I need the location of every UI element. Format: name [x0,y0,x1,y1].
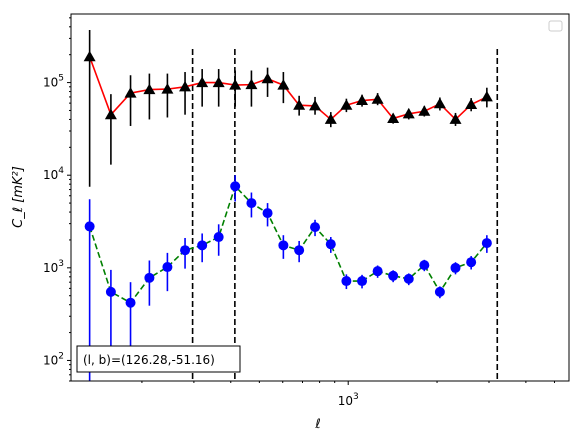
y-tick-label: 104 [43,166,64,182]
data-point-circle [341,276,352,287]
data-point-triangle [277,79,290,90]
annotation-text: (l, b)=(126.28,-51.16) [83,353,215,367]
data-point-circle [294,245,305,256]
data-point-circle [197,240,208,251]
data-point-triangle [212,76,225,88]
data-point-triangle [261,72,274,84]
y-tick-label: 105 [43,74,64,90]
data-point-triangle [356,94,369,106]
data-point-circle [388,270,399,281]
data-point-triangle [104,108,117,120]
data-point-triangle [433,97,446,109]
legend-box [548,20,563,32]
data-point-triangle [179,80,192,92]
data-point-circle [434,286,445,297]
annotation-box: (l, b)=(126.28,-51.16) [76,345,241,373]
data-point-circle [325,239,336,250]
data-point-triangle [371,93,384,104]
data-point-circle [419,260,430,271]
data-point-circle [278,240,289,251]
data-point-triangle [161,83,174,94]
data-point-circle [246,198,257,209]
y-tick-label: 102 [43,351,64,367]
x-tick-label: 103 [338,392,359,408]
data-point-circle [105,286,116,297]
data-point-circle [262,208,273,219]
data-point-triangle [229,79,242,90]
data-point-circle [125,297,136,308]
data-point-circle [230,181,241,192]
plot-area [83,29,499,381]
y-tick-label: 103 [43,259,64,275]
data-point-triangle [449,113,462,124]
data-point-triangle [83,50,96,62]
data-point-triangle [418,105,431,116]
data-point-circle [213,232,224,243]
data-point-triangle [196,76,209,88]
x-axis-label: ℓ [314,417,320,432]
data-point-triangle [480,90,493,102]
data-point-circle [450,262,461,273]
data-point-triangle [340,99,353,110]
data-point-circle [481,238,492,249]
axis-ticks: 102 103 104 105 103 [43,17,555,408]
data-point-triangle [245,78,258,90]
y-axis-label: C_ℓ [mK²] [11,166,26,228]
data-point-triangle [324,113,337,124]
data-point-triangle [293,99,306,110]
data-point-triangle [465,98,478,109]
data-point-circle [144,272,155,283]
data-point-circle [466,257,477,268]
data-point-triangle [387,112,400,123]
data-point-triangle [143,83,156,95]
data-point-triangle [402,107,415,119]
data-point-triangle [124,87,137,98]
axes-frame [70,13,570,382]
data-point-circle [180,245,191,256]
data-point-circle [357,276,368,287]
data-point-circle [162,262,173,273]
data-point-circle [310,222,321,233]
data-point-circle [372,266,383,277]
data-point-circle [403,273,414,284]
data-point-triangle [309,99,322,111]
data-point-circle [84,221,95,232]
